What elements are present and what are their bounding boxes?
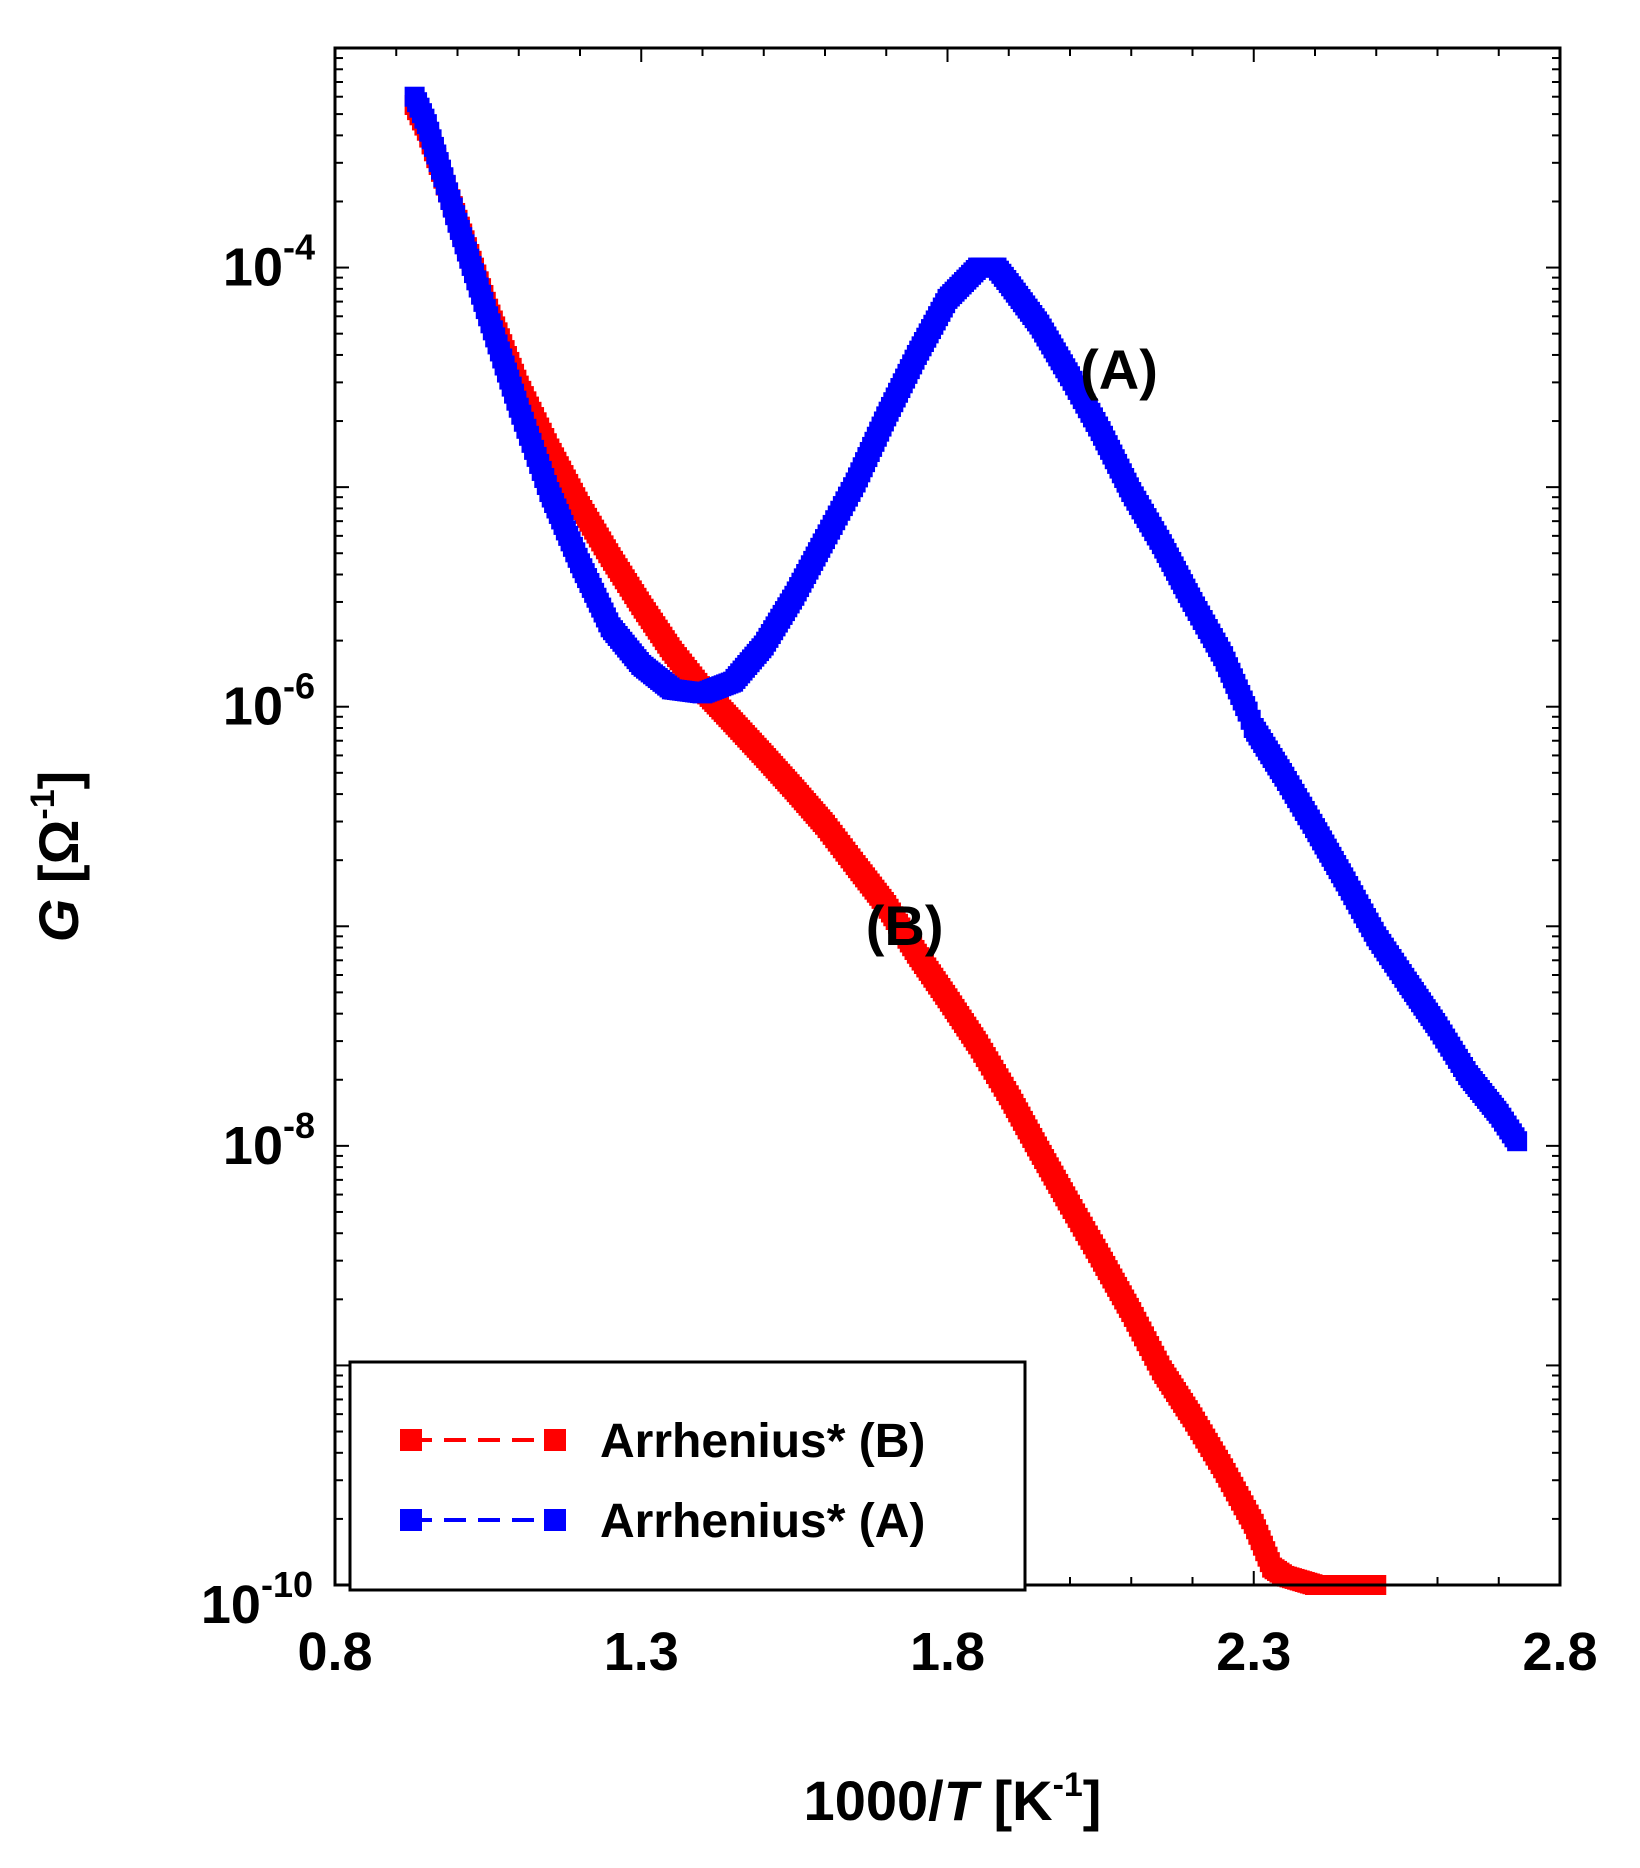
legend-marker <box>544 1429 566 1451</box>
x-tick-label: 0.8 <box>297 1622 372 1682</box>
y-axis-title-unit-exp: -1 <box>24 789 62 819</box>
x-tick-labels: 0.8 1.3 1.8 2.3 2.8 <box>297 1622 1597 1682</box>
x-tick-label: 1.3 <box>604 1622 679 1682</box>
legend-label: Arrhenius* (B) <box>600 1415 925 1468</box>
y-tick-label-exp: -8 <box>283 1105 315 1146</box>
x-axis-title: 1000/T [K-1] <box>804 1766 1102 1832</box>
legend-label: Arrhenius* (A) <box>600 1495 925 1548</box>
y-tick-label-base: 10 <box>201 1575 261 1635</box>
data-point <box>1507 1131 1528 1152</box>
legend: Arrhenius* (B) Arrhenius* (A) <box>348 1360 1027 1592</box>
series-a <box>404 86 1528 1152</box>
legend-item: Arrhenius* (A) <box>400 1495 925 1548</box>
legend-marker <box>400 1509 422 1531</box>
x-axis-title-unit-close: ] <box>1083 1769 1102 1832</box>
x-axis-title-prefix: 1000/ <box>804 1769 945 1832</box>
x-axis-title-var: T <box>944 1769 983 1832</box>
x-tick-label: 2.3 <box>1216 1622 1291 1682</box>
x-tick-label: 1.8 <box>910 1622 985 1682</box>
y-axis-title-var: G <box>27 899 90 943</box>
annotations: (A) (B) <box>866 338 1158 957</box>
annotation-label: (B) <box>866 894 944 957</box>
legend-marker <box>400 1429 422 1451</box>
y-tick-label: 10-6 <box>223 666 315 737</box>
x-tick-label: 2.8 <box>1522 1622 1597 1682</box>
y-tick-label: 10-10 <box>201 1564 313 1635</box>
legend-marker <box>544 1509 566 1531</box>
annotation-label: (A) <box>1080 338 1158 401</box>
x-axis-title-unit-exp: -1 <box>1053 1766 1083 1804</box>
y-tick-label-exp: -6 <box>283 666 315 707</box>
data-series <box>404 86 1528 1595</box>
y-axis-title-unit: [Ω <box>27 820 90 899</box>
y-tick-label-base: 10 <box>223 1116 283 1176</box>
y-tick-label: 10-8 <box>223 1105 315 1176</box>
y-tick-label-exp: -10 <box>261 1564 313 1605</box>
legend-item: Arrhenius* (B) <box>400 1415 925 1468</box>
y-axis-title-unit-close: ] <box>27 771 90 790</box>
y-axis-title: G [Ω-1] <box>24 771 90 943</box>
y-tick-label-base: 10 <box>223 238 283 298</box>
y-tick-label-base: 10 <box>223 677 283 737</box>
x-axis-title-unit: [K <box>978 1769 1053 1832</box>
y-tick-label-exp: -4 <box>283 227 315 268</box>
legend-box <box>348 1360 1027 1592</box>
y-tick-label: 10-4 <box>223 227 315 298</box>
